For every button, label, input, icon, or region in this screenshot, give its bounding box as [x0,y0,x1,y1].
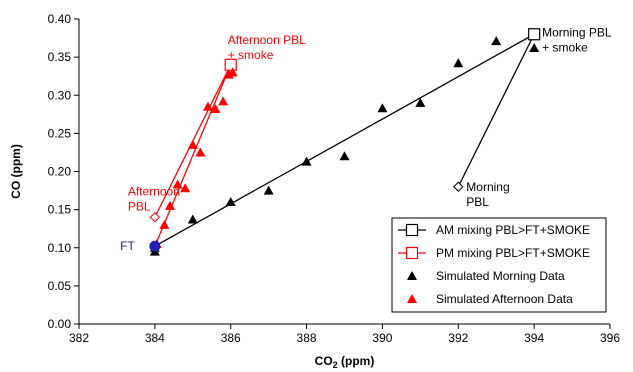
legend-label: Simulated Afternoon Data [436,292,573,306]
annotation-label: PBL [466,195,489,209]
data-point [187,139,198,149]
y-tick-label: 0.10 [48,241,72,255]
legend-triangle-key [407,294,417,303]
data-point [172,179,183,189]
data-point [415,97,426,107]
legend-label: Simulated Morning Data [436,269,565,283]
y-tick-label: 0.15 [48,203,72,217]
mixing-line-ft-smoke [154,64,232,247]
smoke-endmember-marker [528,28,541,41]
x-tick-label: 384 [145,331,165,345]
legend-square-key [405,223,419,237]
data-point [202,101,213,111]
annotation-label: Afternoon [128,184,180,198]
data-points [149,36,540,256]
legend: AM mixing PBL>FT+SMOKE PM mixing PBL>FT+S… [391,217,607,313]
data-point [223,69,234,79]
legend-square-key [405,246,419,260]
mixing-lines [149,28,541,247]
smoke-endmember-marker [224,58,237,71]
x-tick-label: 392 [448,331,468,345]
mixing-line-pbl-smoke [457,33,535,188]
legend-box [391,217,607,313]
data-point [187,214,198,224]
ft-point [149,240,161,252]
data-point [491,36,502,46]
x-tick-label: 390 [372,331,392,345]
x-tick-label: 396 [600,331,620,345]
legend-label: AM mixing PBL>FT+SMOKE [436,223,590,237]
x-tick-label: 388 [297,331,317,345]
y-tick-label: 0.30 [48,88,72,102]
y-tick-label: 0.05 [48,279,72,293]
data-point [227,67,238,77]
y-tick-label: 0.35 [48,50,72,64]
data-point [263,185,274,195]
data-point [165,200,176,210]
axes: 382 384 386 388 390 392 394 396 0.00 0.05 0.10 0.15… [9,12,620,370]
data-point [339,151,350,161]
y-axis-label: CO (ppm) [9,144,23,199]
y-tick-label: 0.25 [48,126,72,140]
mixing-line-ft-smoke [154,33,535,247]
data-point [453,58,464,68]
annotation-label: FT [120,239,135,253]
annotation-label: Morning [466,180,509,194]
x-tick-label: 386 [221,331,241,345]
y-tick-label: 0.20 [48,165,72,179]
legend-triangle-key [407,271,417,280]
annotation-label: PBL [128,199,151,213]
data-point [159,219,170,229]
data-point [195,147,206,157]
data-point [210,103,221,113]
x-axis-label: CO2 (ppm) [315,354,375,370]
data-point [377,103,388,113]
legend-label: PM mixing PBL>FT+SMOKE [436,246,590,260]
y-tick-label: 0.40 [48,12,72,26]
annotation-label: + smoke [228,48,274,62]
pbl-endmember-marker [149,212,161,223]
annotation-label: Morning PBL [542,25,612,39]
annotation-label: Afternoon PBL [228,33,306,47]
data-point [225,197,236,206]
data-point [301,156,312,166]
x-tick-label: 394 [524,331,544,345]
x-tick-label: 382 [69,331,89,345]
annotation-label: + smoke [542,40,588,54]
data-point [180,183,191,193]
data-point [529,42,540,52]
pbl-endmember-marker [453,181,464,192]
y-tick-label: 0.00 [48,317,72,331]
data-point [218,96,229,106]
